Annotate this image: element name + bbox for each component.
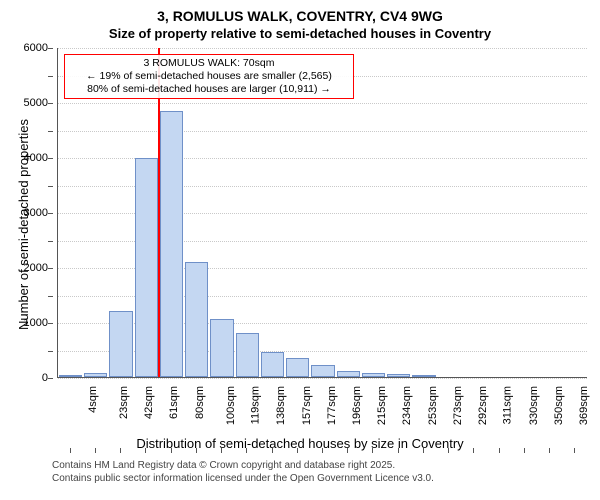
histogram-bar bbox=[236, 333, 259, 377]
histogram-bar bbox=[109, 311, 132, 377]
annotation-box: 3 ROMULUS WALK: 70sqm← 19% of semi-detac… bbox=[64, 54, 354, 99]
histogram-bar bbox=[84, 373, 107, 377]
histogram-bar bbox=[362, 373, 385, 377]
x-tick-label: 61sqm bbox=[168, 386, 180, 419]
histogram-bar bbox=[337, 371, 360, 377]
x-tick-label: 42sqm bbox=[143, 386, 155, 419]
x-tick-label: 100sqm bbox=[225, 386, 237, 425]
x-tick-label: 177sqm bbox=[326, 386, 338, 425]
y-tick-label: 4000 bbox=[24, 152, 48, 164]
histogram-bar bbox=[135, 158, 158, 377]
x-axis-label: Distribution of semi-detached houses by … bbox=[0, 436, 600, 451]
annotation-line: ← 19% of semi-detached houses are smalle… bbox=[69, 70, 349, 83]
histogram-bar bbox=[286, 358, 309, 377]
x-tick-label: 234sqm bbox=[402, 386, 414, 425]
y-tick-label: 3000 bbox=[24, 207, 48, 219]
y-tick-label: 6000 bbox=[24, 42, 48, 54]
x-tick-label: 350sqm bbox=[553, 386, 565, 425]
chart-title-line2: Size of property relative to semi-detach… bbox=[0, 26, 600, 41]
y-tick-label: 1000 bbox=[24, 317, 48, 329]
x-tick-label: 4sqm bbox=[87, 386, 99, 413]
histogram-bar bbox=[261, 352, 284, 377]
histogram-bar bbox=[185, 262, 208, 378]
x-tick-label: 23sqm bbox=[118, 386, 130, 419]
annotation-line: 80% of semi-detached houses are larger (… bbox=[69, 83, 349, 96]
histogram-bar bbox=[387, 374, 410, 377]
annotation-line: 3 ROMULUS WALK: 70sqm bbox=[69, 57, 349, 70]
chart-title-line1: 3, ROMULUS WALK, COVENTRY, CV4 9WG bbox=[0, 8, 600, 24]
footer-line1: Contains HM Land Registry data © Crown c… bbox=[52, 460, 395, 471]
x-tick-label: 330sqm bbox=[528, 386, 540, 425]
histogram-bar bbox=[59, 375, 82, 377]
x-tick-label: 253sqm bbox=[427, 386, 439, 425]
x-tick-label: 292sqm bbox=[477, 386, 489, 425]
y-tick-label: 2000 bbox=[24, 262, 48, 274]
x-tick-label: 311sqm bbox=[502, 386, 514, 424]
x-tick-label: 80sqm bbox=[194, 386, 206, 419]
x-tick-label: 157sqm bbox=[301, 386, 313, 425]
x-tick-label: 215sqm bbox=[376, 386, 388, 425]
x-tick-label: 196sqm bbox=[351, 386, 363, 425]
histogram-bar bbox=[412, 375, 435, 377]
plot-area: 3 ROMULUS WALK: 70sqm← 19% of semi-detac… bbox=[57, 48, 587, 378]
histogram-bar bbox=[160, 111, 183, 377]
histogram-bar bbox=[311, 365, 334, 377]
x-tick-label: 369sqm bbox=[578, 386, 590, 425]
x-tick-label: 273sqm bbox=[452, 386, 464, 425]
chart-container: 3, ROMULUS WALK, COVENTRY, CV4 9WG Size … bbox=[0, 0, 600, 500]
footer-line2: Contains public sector information licen… bbox=[52, 473, 434, 484]
histogram-bar bbox=[210, 319, 233, 377]
y-tick-label: 5000 bbox=[24, 97, 48, 109]
x-tick-label: 119sqm bbox=[249, 386, 261, 424]
x-tick-label: 138sqm bbox=[275, 386, 287, 425]
